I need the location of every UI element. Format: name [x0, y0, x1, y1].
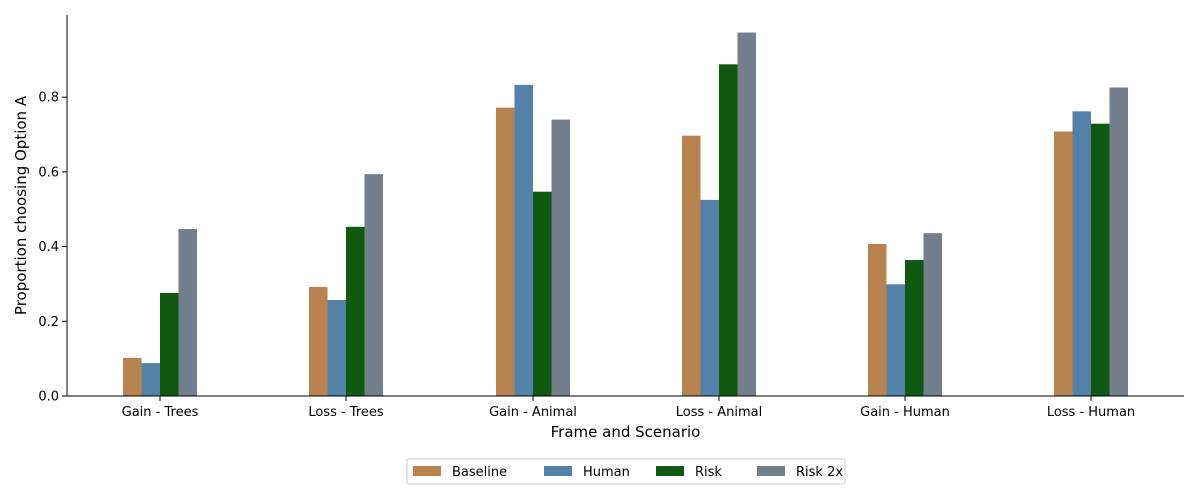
bar-baseline-3	[682, 135, 701, 396]
bar-risk-2x-1	[364, 174, 383, 396]
legend-swatch-human	[544, 466, 572, 476]
bar-baseline-0	[123, 357, 142, 396]
legend-label: Baseline	[452, 465, 507, 480]
bar-risk-2	[533, 191, 552, 396]
bar-human-4	[886, 284, 905, 396]
x-tick-label: Loss - Trees	[308, 405, 384, 420]
legend-label: Risk 2x	[796, 465, 843, 480]
legend-frame	[406, 458, 846, 485]
legend-swatch-baseline	[413, 466, 441, 476]
y-tick-label: 0.0	[38, 390, 59, 405]
y-tick-label: 0.2	[38, 315, 59, 330]
x-tick-label: Loss - Animal	[676, 405, 762, 420]
bars-layer	[123, 32, 1128, 397]
x-axis-ticks: Gain - Trees Loss - Trees Gain - Animal Los…	[122, 396, 1135, 420]
bar-baseline-2	[496, 107, 515, 397]
x-tick-label: Gain - Human	[860, 405, 950, 420]
bar-baseline-1	[309, 286, 328, 396]
legend-label: Human	[583, 465, 630, 480]
bar-baseline-5	[1054, 131, 1073, 396]
bar-risk-0	[160, 292, 179, 396]
y-tick-label: 0.4	[38, 240, 59, 255]
y-axis-ticks: 0.0 0.2 0.4 0.6 0.8	[38, 91, 67, 405]
legend: Baseline Human Risk Risk 2x	[406, 458, 846, 485]
x-tick-label: Loss - Human	[1047, 405, 1135, 420]
bar-baseline-4	[868, 243, 887, 396]
y-axis-label: Proportion choosing Option A	[12, 95, 30, 315]
bar-risk-2x-5	[1109, 87, 1128, 396]
bar-risk-2x-3	[737, 32, 756, 397]
legend-swatch-risk-2x	[757, 466, 785, 476]
bar-risk-3	[719, 64, 738, 397]
legend-label: Risk	[695, 465, 722, 480]
x-axis-label: Frame and Scenario	[551, 423, 701, 441]
legend-swatch-risk	[656, 466, 684, 476]
bar-human-5	[1072, 111, 1091, 396]
bar-human-3	[700, 199, 719, 396]
y-tick-label: 0.8	[38, 91, 59, 106]
bar-risk-2x-0	[178, 229, 197, 396]
bar-human-1	[327, 300, 346, 396]
x-tick-label: Gain - Trees	[122, 405, 199, 420]
bar-risk-2x-2	[551, 119, 570, 397]
y-tick-label: 0.6	[38, 165, 59, 180]
bar-human-0	[141, 363, 160, 396]
bar-risk-4	[905, 260, 924, 396]
x-tick-label: Gain - Animal	[489, 405, 577, 420]
bar-risk-2x-4	[923, 233, 942, 396]
bar-risk-5	[1091, 123, 1110, 397]
bar-risk-1	[346, 226, 365, 396]
bar-human-2	[514, 84, 533, 396]
